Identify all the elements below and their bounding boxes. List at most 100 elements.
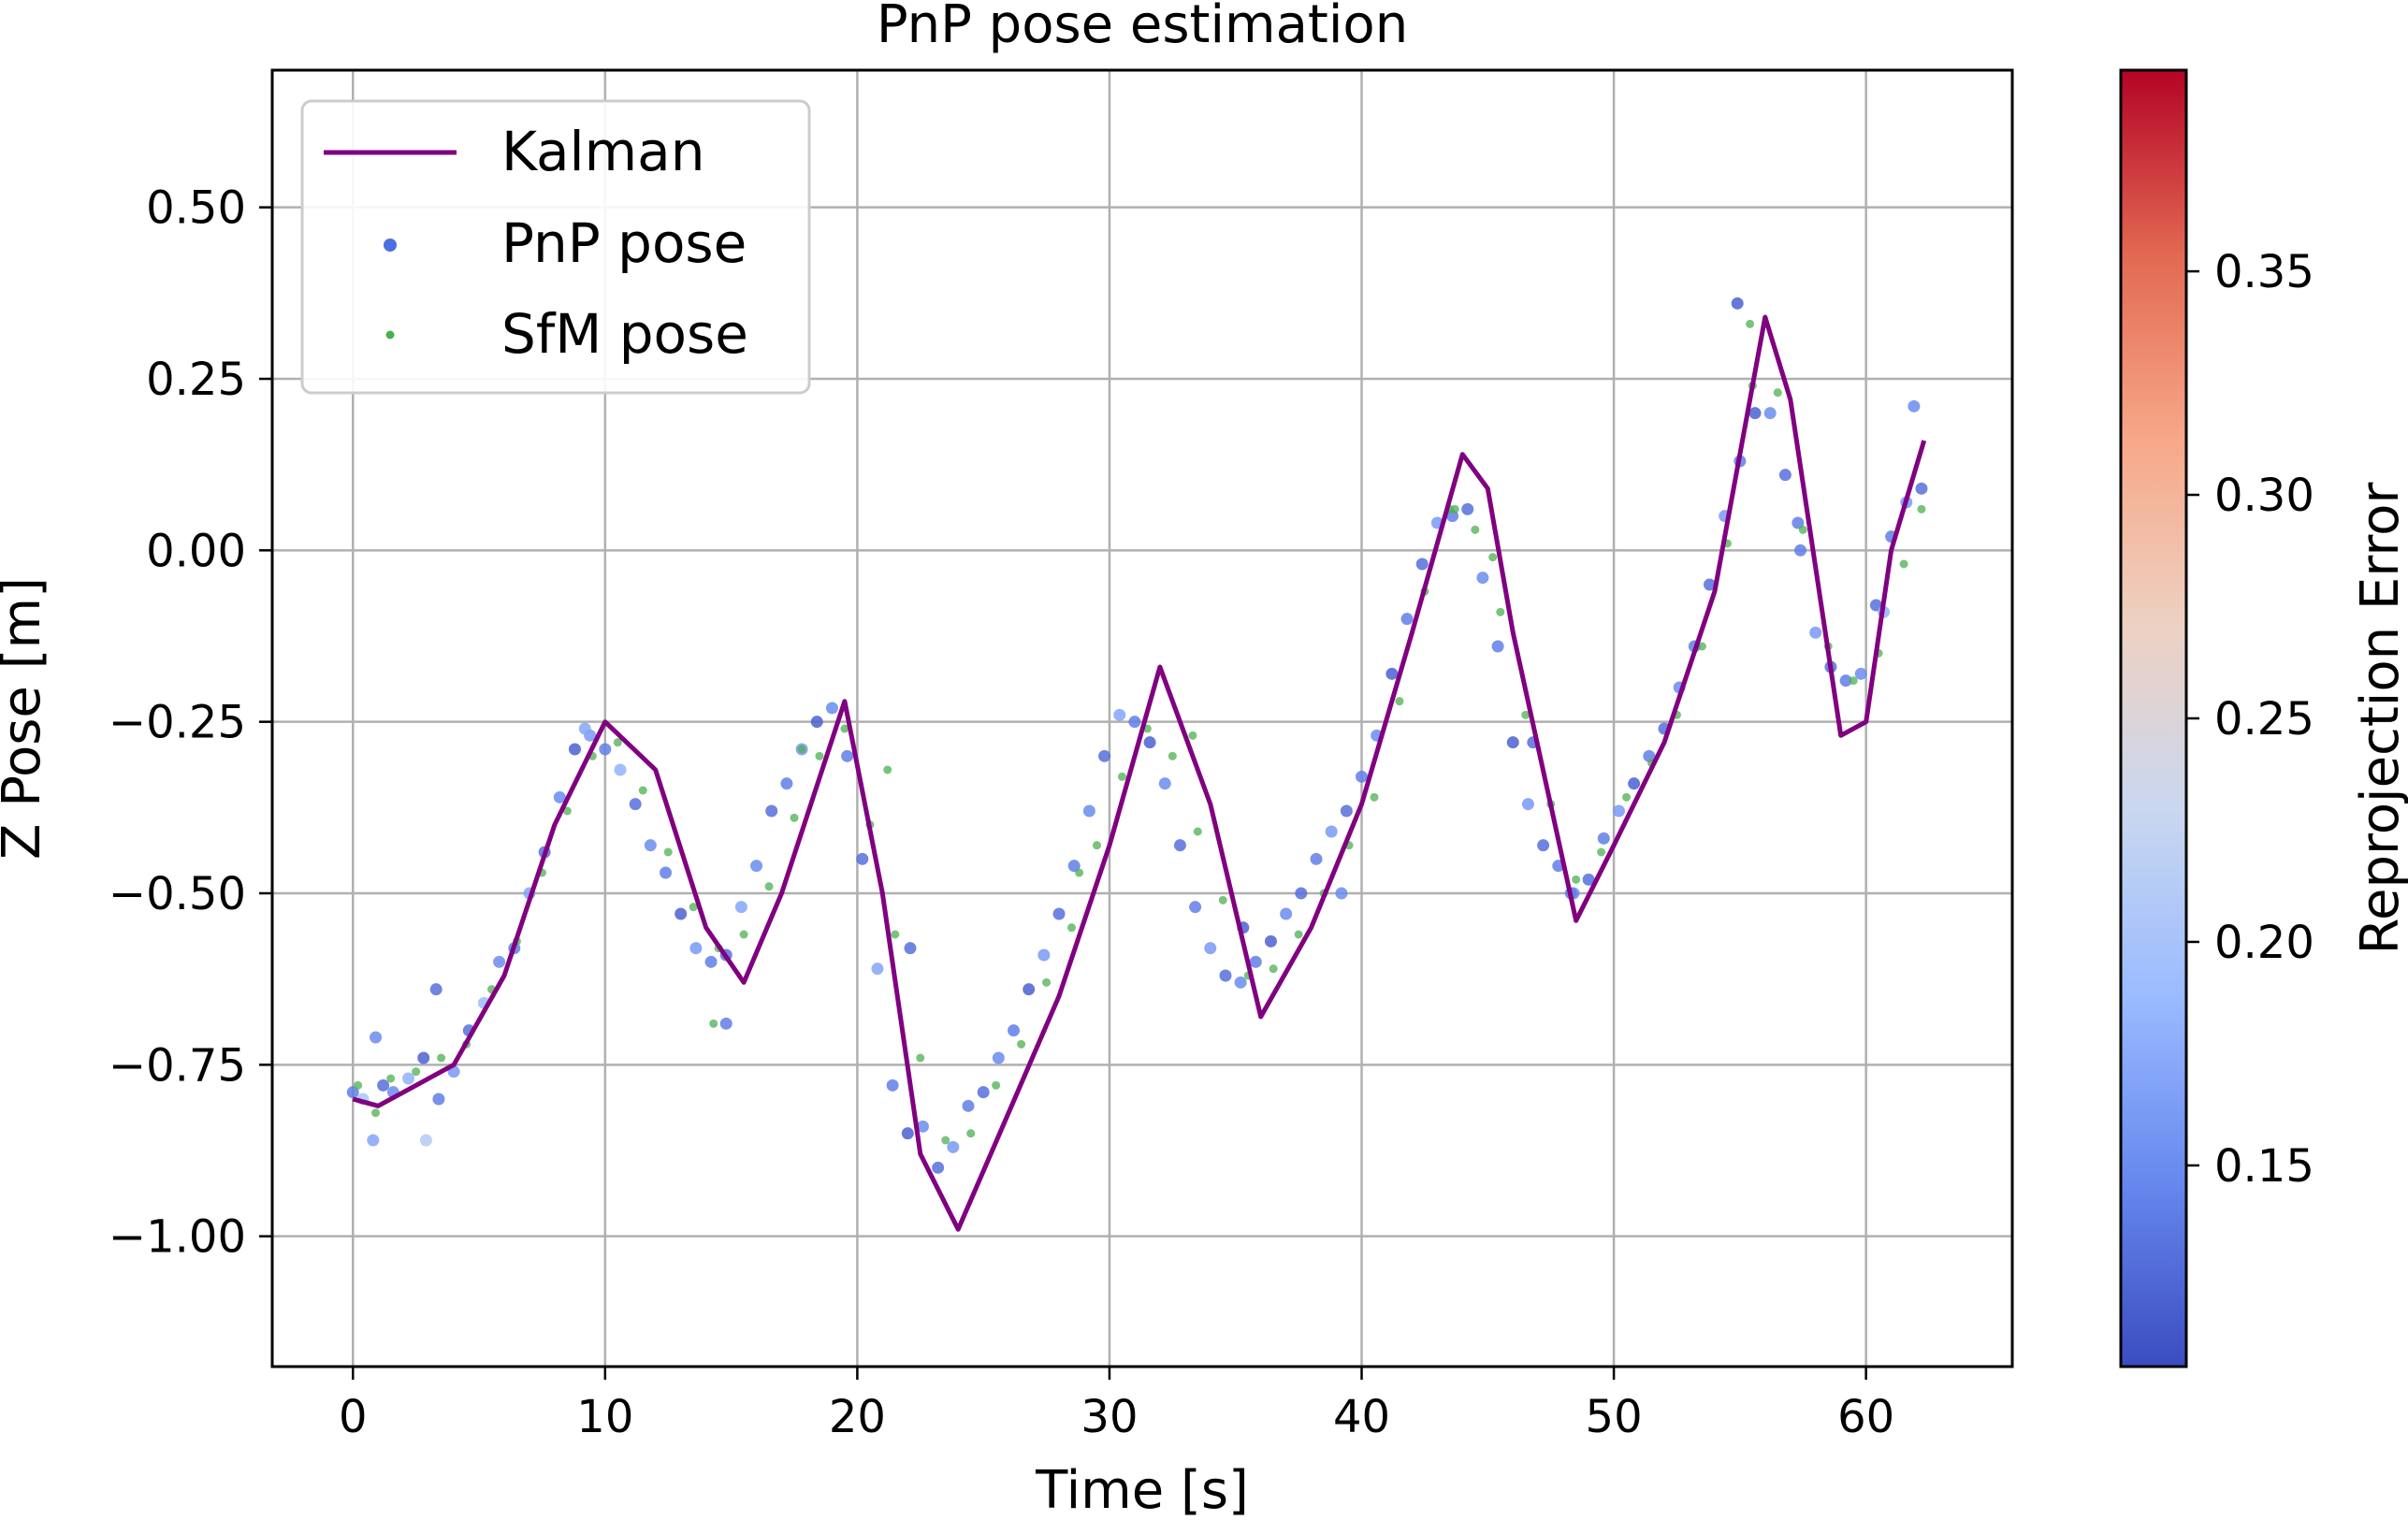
pnp-pose-point <box>1794 543 1807 557</box>
y-axis-label: Z Pose [m] <box>0 577 52 860</box>
pnp-pose-point <box>780 777 793 790</box>
sfm-pose-point <box>815 751 824 760</box>
y-tick-label: 0.25 <box>146 354 246 406</box>
pnp-pose-point <box>992 1051 1005 1064</box>
y-tick-label: −0.50 <box>109 868 246 920</box>
pnp-pose-point <box>1098 749 1111 762</box>
sfm-pose-point <box>966 1129 976 1138</box>
sfm-pose-point <box>1042 977 1052 987</box>
colorbar-tick-label: 0.30 <box>2214 470 2314 522</box>
legend-box <box>300 99 811 395</box>
pnp-pose-point <box>856 852 869 865</box>
sfm-pose-point <box>663 847 673 857</box>
sfm-pose-point <box>1572 875 1581 884</box>
sfm-pose-point <box>739 930 748 939</box>
pnp-pose-point <box>402 1072 415 1085</box>
x-tick-label: 60 <box>1837 1391 1894 1443</box>
sfm-pose-point <box>1622 792 1632 802</box>
colorbar <box>2119 68 2188 1368</box>
pnp-pose-point <box>1582 873 1595 886</box>
pnp-pose-point <box>689 942 703 955</box>
sfm-pose-point <box>1017 1039 1026 1049</box>
pnp-pose-point <box>1612 804 1625 818</box>
pnp-pose-point <box>644 839 657 852</box>
pnp-pose-point <box>417 1051 430 1064</box>
pnp-pose-point <box>419 1134 432 1147</box>
pnp-pose-point <box>1234 976 1247 989</box>
pnp-pose-point <box>765 804 778 818</box>
pnp-pose-point <box>1908 399 1921 413</box>
sfm-pose-point <box>371 1108 381 1118</box>
pnp-pose-point <box>1506 736 1519 749</box>
pnp-pose-point <box>493 955 506 968</box>
sfm-pose-point <box>1168 751 1177 760</box>
legend-kalman-label: Kalman <box>501 120 704 183</box>
pnp-pose-point <box>704 955 718 968</box>
sfm-pose-point <box>891 930 900 939</box>
pnp-pose-point <box>932 1161 945 1174</box>
pnp-pose-point <box>1219 969 1232 982</box>
pnp-pose-point <box>432 1093 445 1106</box>
pnp-pose-point <box>1521 798 1534 811</box>
colorbar-ticks: 0.15 0.20 0.25 0.30 0.35 <box>2186 246 2314 1193</box>
pnp-pose-point <box>675 907 688 920</box>
legend-pnp-label: PnP pose <box>501 211 747 275</box>
pnp-pose-point <box>568 743 581 756</box>
sfm-pose-point <box>1370 792 1379 802</box>
sfm-pose-point <box>1899 559 1908 569</box>
x-axis-ticks: 0 10 20 30 40 50 60 <box>339 1367 1894 1443</box>
sfm-pose-point <box>1269 964 1278 974</box>
pnp-pose-point <box>1809 626 1822 639</box>
pnp-pose-point <box>1023 983 1036 996</box>
sfm-pose-point <box>883 765 892 774</box>
sfm-pose-point <box>386 1074 396 1083</box>
colorbar-tick-label: 0.20 <box>2214 917 2314 969</box>
sfm-pose-point <box>1218 895 1227 905</box>
pnp-pose-point <box>977 1086 990 1099</box>
legend: Kalman PnP pose SfM pose <box>300 99 811 395</box>
sfm-pose-point <box>709 1019 718 1028</box>
kalman-line <box>352 314 1927 1232</box>
sfm-pose-point <box>1294 930 1303 939</box>
sfm-pose-point <box>1193 827 1202 836</box>
chart-title: PnP pose estimation <box>877 0 1408 55</box>
pnp-pose-point <box>734 901 747 914</box>
colorbar-label: Reprojection Error <box>2350 482 2408 955</box>
pnp-pose-point <box>599 743 612 756</box>
pnp-pose-point <box>1037 948 1051 962</box>
pnp-pose-point <box>1158 777 1171 790</box>
sfm-pose-point <box>941 1136 950 1145</box>
colorbar-tick-label: 0.25 <box>2214 693 2314 746</box>
pnp-pose-point <box>1704 578 1717 591</box>
pnp-pose-point <box>1778 469 1791 482</box>
pnp-pose-point <box>1748 407 1762 420</box>
pnp-pose-point <box>1385 667 1399 680</box>
pnp-pose-point <box>1915 482 1928 495</box>
pnp-pose-point <box>370 1031 383 1044</box>
pnp-pose-point <box>1325 825 1338 838</box>
pnp-pose-point <box>1415 557 1429 571</box>
pnp-pose-points <box>346 297 1928 1174</box>
pnp-pose-point <box>553 790 566 803</box>
y-tick-label: −0.25 <box>109 697 246 749</box>
pnp-pose-point <box>578 722 591 735</box>
pnp-pose-point <box>1461 502 1474 515</box>
pnp-pose-point <box>1310 852 1323 865</box>
pnp-pose-point <box>1189 901 1202 914</box>
pnp-pose-point <box>1597 832 1610 845</box>
colorbar-tick-label: 0.35 <box>2214 246 2314 298</box>
sfm-pose-point <box>1188 731 1197 740</box>
pnp-pose-point <box>904 942 917 955</box>
sfm-pose-point <box>1075 868 1084 877</box>
sfm-pose-point <box>840 724 849 733</box>
sfm-pose-point <box>1849 676 1858 686</box>
pnp-pose-point <box>962 1099 975 1112</box>
sfm-pose-point <box>1395 697 1404 706</box>
sfm-pose-point <box>1773 388 1782 398</box>
pnp-pose-point <box>629 798 642 811</box>
sfm-pose-point <box>1092 841 1101 850</box>
pnp-pose-point <box>1128 716 1141 729</box>
sfm-pose-point <box>790 813 799 822</box>
plot-frame <box>270 68 2014 1368</box>
